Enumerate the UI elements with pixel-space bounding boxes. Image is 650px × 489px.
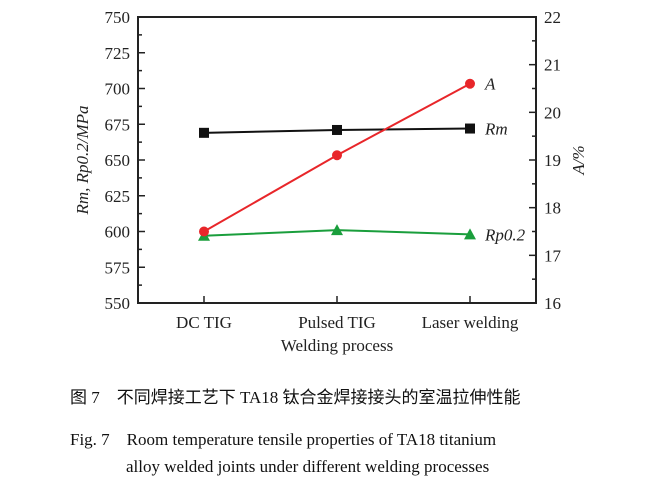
left-axis-label: Rm, Rp0.2/MPa bbox=[73, 105, 92, 215]
left-tick-label: 625 bbox=[105, 187, 131, 206]
left-tick-label: 725 bbox=[105, 44, 131, 63]
right-tick-label: 22 bbox=[544, 8, 561, 27]
right-tick-label: 16 bbox=[544, 294, 561, 313]
right-tick-label: 21 bbox=[544, 56, 561, 75]
right-tick-label: 17 bbox=[544, 246, 562, 265]
marker-Rp0.2 bbox=[331, 224, 343, 236]
series-label-Rm: Rm bbox=[484, 120, 508, 139]
marker-A bbox=[199, 226, 209, 237]
series-label-Rp0.2: Rp0.2 bbox=[484, 225, 526, 244]
marker-A bbox=[465, 78, 475, 89]
left-tick-label: 750 bbox=[105, 8, 131, 27]
right-tick-label: 19 bbox=[544, 151, 561, 170]
left-tick-label: 650 bbox=[105, 151, 131, 170]
x-tick-label: Laser welding bbox=[422, 313, 519, 332]
marker-A bbox=[332, 150, 342, 161]
series-label-A: A bbox=[484, 75, 496, 94]
marker-Rm bbox=[465, 123, 475, 134]
left-tick-label: 550 bbox=[105, 294, 131, 313]
chart: 550 575 600 625 650 675 700 725 750 16 17 18 19 20 21 2… bbox=[73, 8, 588, 355]
caption-chinese: 图 7 不同焊接工艺下 TA18 钛合金焊接接头的室温拉伸性能 bbox=[70, 388, 521, 407]
right-axis-label: A/% bbox=[569, 145, 588, 175]
marker-Rm bbox=[332, 124, 342, 135]
left-tick-label: 600 bbox=[105, 223, 131, 242]
x-axis-label: Welding process bbox=[281, 336, 393, 355]
left-tick-label: 575 bbox=[105, 258, 131, 277]
caption-english-line2: alloy welded joints under different weld… bbox=[126, 457, 490, 476]
x-tick-label: DC TIG bbox=[176, 313, 232, 332]
marker-Rp0.2 bbox=[464, 228, 476, 240]
left-tick-label: 700 bbox=[105, 80, 131, 99]
right-tick-label: 20 bbox=[544, 103, 561, 122]
x-tick-label: Pulsed TIG bbox=[298, 313, 376, 332]
caption-english-line1: Fig. 7 Room temperature tensile properti… bbox=[70, 430, 497, 449]
right-tick-label: 18 bbox=[544, 199, 561, 218]
marker-Rm bbox=[199, 127, 209, 138]
left-tick-label: 675 bbox=[105, 115, 131, 134]
